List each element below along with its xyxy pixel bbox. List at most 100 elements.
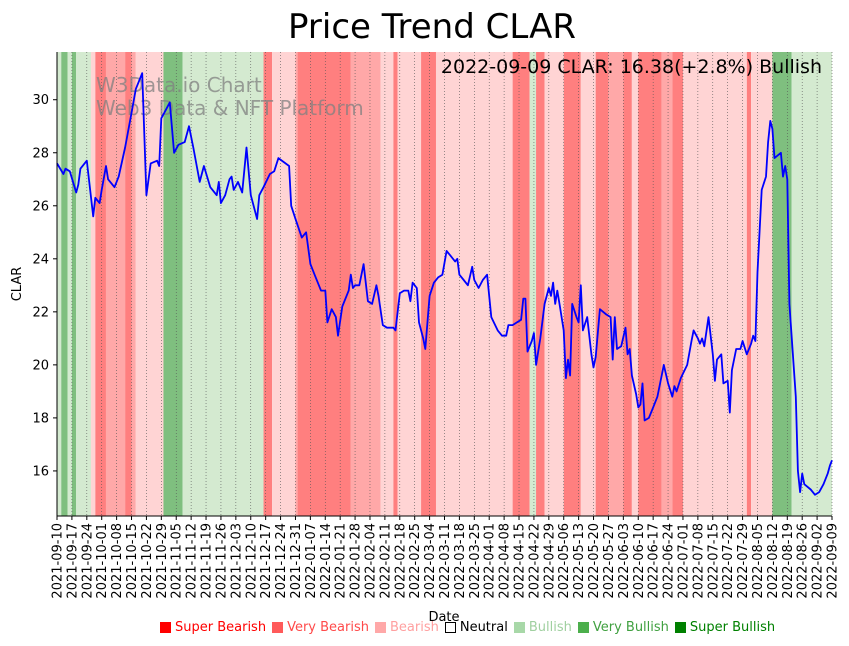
watermark: W3Data.io Chart Web3 Data & NFT Platform <box>96 73 364 120</box>
vertical-gridlines <box>56 52 833 516</box>
legend-label: Very Bearish <box>287 620 369 635</box>
legend-label: Super Bearish <box>175 620 267 635</box>
price-line <box>56 72 833 496</box>
sentiment-band-super-bearish <box>125 52 132 516</box>
x-tick-label: 2022-09-09 <box>826 523 841 599</box>
sentiment-band-super-bearish <box>623 52 632 516</box>
sentiment-band-super-bearish <box>638 52 662 516</box>
sentiment-band-super-bearish <box>512 52 530 516</box>
x-tick-label: 2022-06-03 <box>617 523 632 599</box>
legend-item: Very Bullish <box>577 620 669 635</box>
sentiment-band-very-bullish <box>61 52 68 516</box>
chart-title: Price Trend CLAR <box>288 7 576 47</box>
x-tick-label: 2022-04-08 <box>498 523 513 599</box>
legend-label: Very Bullish <box>592 620 669 635</box>
x-tick-label: 2022-07-15 <box>706 523 721 599</box>
x-tick-label: 2022-07-29 <box>736 523 751 599</box>
sentiment-band-very-bullish <box>163 52 183 516</box>
sentiment-band-super-bearish <box>421 52 436 516</box>
legend-swatch <box>444 622 456 633</box>
sentiment-band-very-bearish <box>295 52 298 516</box>
y-axis-label: CLAR <box>10 267 25 302</box>
sentiment-band-very-bearish <box>105 52 126 516</box>
watermark-line-2: Web3 Data & NFT Platform <box>96 96 364 120</box>
x-axis-ticks: 2021-09-10 2021-09-17 2021-09-24 2021-10-01… <box>51 516 841 599</box>
x-tick-label: 2022-06-17 <box>647 523 662 599</box>
x-tick-label: 2021-09-17 <box>65 523 80 599</box>
y-tick-label: 28 <box>32 146 49 161</box>
sentiment-band-bullish <box>57 52 62 516</box>
sentiment-band-super-bearish <box>563 52 581 516</box>
sentiment-band-super-bearish <box>95 52 106 516</box>
sentiment-band-bearish <box>580 52 596 516</box>
sentiment-band-very-bullish <box>772 52 792 516</box>
x-tick-label: 2022-04-01 <box>483 523 498 599</box>
x-tick-label: 2022-09-02 <box>811 523 826 599</box>
sentiment-band-super-bearish <box>263 52 273 516</box>
legend-item: Super Bullish <box>674 620 776 635</box>
x-tick-label: 2022-02-04 <box>363 523 378 599</box>
sentiment-band-super-bearish <box>536 52 545 516</box>
sentiment-band-bearish <box>272 52 296 516</box>
legend-label: Neutral <box>459 620 508 635</box>
sentiment-band-bearish <box>631 52 639 516</box>
x-tick-label: 2022-07-22 <box>721 523 736 599</box>
x-tick-label: 2021-10-01 <box>95 523 110 599</box>
legend: Super Bearish Very Bearish Bearish Neutral B… <box>160 620 781 635</box>
legend-swatch <box>272 622 284 633</box>
sentiment-band-bearish <box>682 52 747 516</box>
sentiment-band-bullish <box>76 52 92 516</box>
x-tick-label: 2021-11-12 <box>185 523 200 599</box>
sentiment-band-bearish <box>380 52 394 516</box>
price-annotation: 2022-09-09 CLAR: 16.38(+2.8%) Bullish <box>441 56 822 78</box>
x-tick-label: 2022-01-07 <box>304 523 319 599</box>
x-tick-label: 2022-04-15 <box>513 523 528 599</box>
sentiment-band-bullish <box>529 52 537 516</box>
x-tick-label: 2022-05-06 <box>557 523 572 599</box>
x-tick-label: 2021-12-17 <box>259 523 274 599</box>
y-tick-label: 16 <box>32 464 49 479</box>
sentiment-band-super-bearish <box>297 52 351 516</box>
x-tick-label: 2022-05-13 <box>572 523 587 599</box>
y-tick-label: 24 <box>32 252 49 267</box>
x-tick-label: 2021-10-08 <box>110 523 125 599</box>
sentiment-band-very-bullish <box>71 52 77 516</box>
legend-label: Super Bullish <box>689 620 776 635</box>
y-tick-label: 22 <box>32 305 49 320</box>
sentiment-band-bearish <box>751 52 773 516</box>
x-tick-label: 2022-04-22 <box>527 523 542 599</box>
y-tick-label: 18 <box>32 411 49 426</box>
sentiment-band-bullish <box>791 52 832 516</box>
sentiment-band-bearish <box>135 52 164 516</box>
y-axis-ticks: 16 18 20 22 24 26 28 30 <box>32 93 57 479</box>
watermark-line-1: W3Data.io Chart <box>96 73 262 97</box>
x-tick-label: 2022-01-21 <box>334 523 349 599</box>
x-tick-label: 2022-02-25 <box>408 523 423 599</box>
x-tick-label: 2022-07-01 <box>676 523 691 599</box>
x-tick-label: 2022-08-26 <box>796 523 811 599</box>
legend-label: Bearish <box>389 620 439 635</box>
x-tick-label: 2022-02-18 <box>393 523 408 599</box>
legend-item: Bullish <box>513 620 572 635</box>
legend-swatch <box>674 622 686 633</box>
x-tick-label: 2021-12-31 <box>289 523 304 599</box>
sentiment-band-very-bearish <box>131 52 136 516</box>
x-tick-label: 2021-11-05 <box>170 523 185 599</box>
x-tick-label: 2022-01-14 <box>319 523 334 599</box>
x-tick-label: 2022-04-29 <box>542 523 557 599</box>
legend-item: Super Bearish <box>160 620 266 635</box>
x-tick-label: 2021-09-24 <box>80 523 95 599</box>
sentiment-band-bullish <box>67 52 72 516</box>
x-tick-label: 2021-09-10 <box>51 523 66 599</box>
legend-swatch <box>160 622 171 633</box>
x-tick-label: 2022-03-04 <box>423 523 438 599</box>
legend-swatch <box>374 622 386 633</box>
sentiment-band-bearish <box>397 52 422 516</box>
y-tick-label: 30 <box>32 93 49 108</box>
x-tick-label: 2022-05-27 <box>602 523 617 599</box>
x-tick-label: 2022-03-11 <box>438 523 453 599</box>
legend-item: Bearish <box>374 620 439 635</box>
x-tick-label: 2021-12-24 <box>274 523 289 599</box>
sentiment-band-super-bearish <box>746 52 752 516</box>
